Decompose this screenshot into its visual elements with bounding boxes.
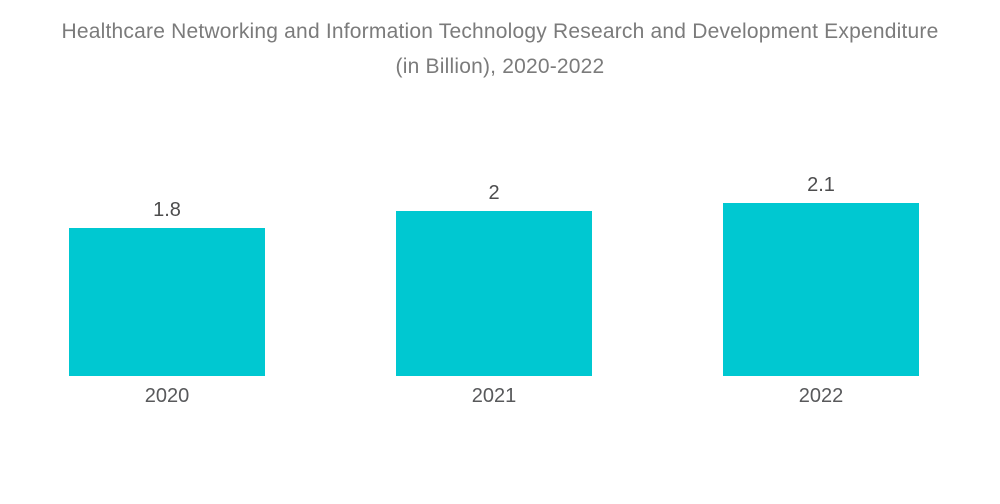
bar-2021: [396, 211, 592, 376]
x-axis-label-2020: 2020: [144, 385, 190, 407]
bar-group-2020: 1.8 2020: [69, 166, 265, 407]
bar-stack: 1.8: [69, 166, 265, 376]
bar-2022: [723, 202, 919, 376]
x-axis-label-2022: 2022: [798, 385, 844, 407]
bar-group-2021: 2 2021: [396, 166, 592, 407]
bar-stack: 2.1: [723, 166, 919, 376]
bar-value-label-2020: 1.8: [153, 198, 181, 221]
bar-group-2022: 2.1 2022: [723, 166, 919, 407]
chart-title: Healthcare Networking and Information Te…: [61, 20, 939, 78]
bar-2020: [69, 227, 265, 376]
bar-value-label-2022: 2.1: [807, 173, 835, 196]
bar-stack: 2: [396, 166, 592, 376]
x-axis-label-2021: 2021: [471, 385, 517, 407]
bar-value-label-2021: 2: [488, 182, 500, 204]
